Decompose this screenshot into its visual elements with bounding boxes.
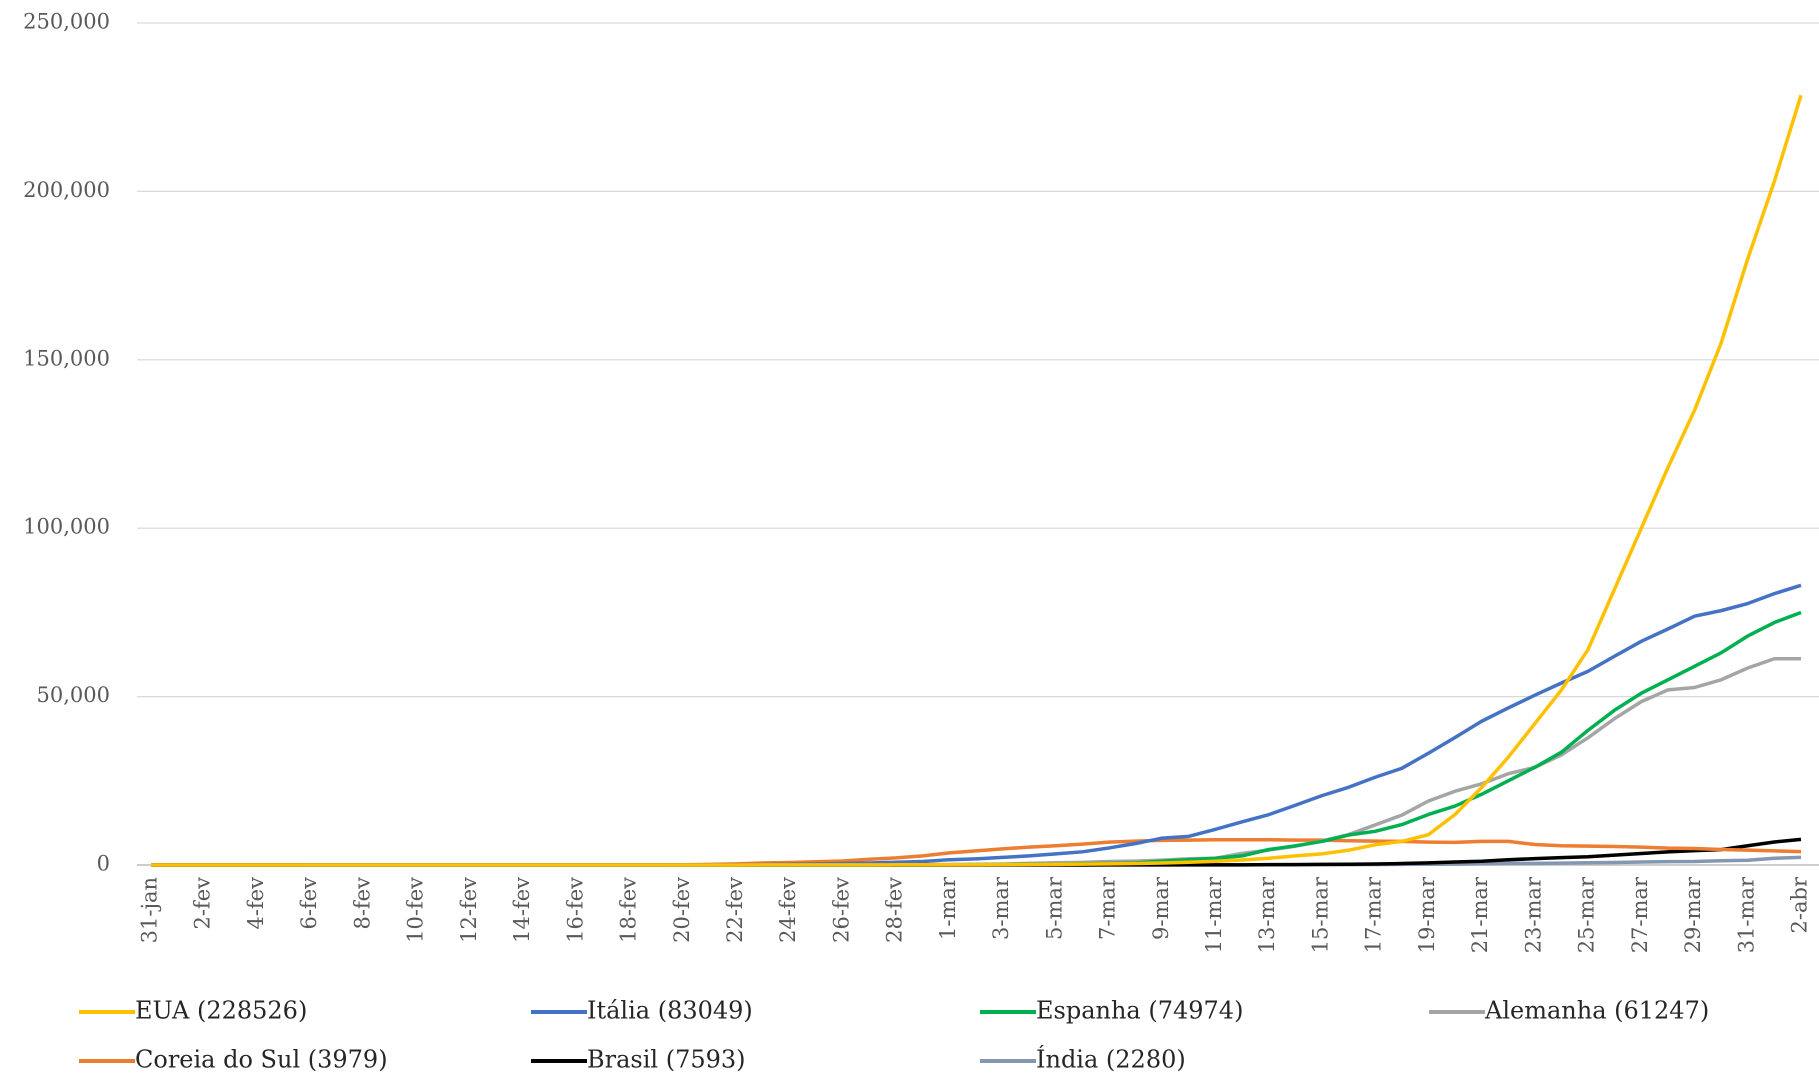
legend-label: Índia (2280) bbox=[1036, 1045, 1186, 1074]
x-tick-label: 26-fev bbox=[829, 877, 853, 943]
x-tick-label: 1-mar bbox=[936, 876, 960, 940]
y-tick-label: 50,000 bbox=[37, 683, 110, 707]
x-tick-label: 12-fev bbox=[457, 877, 481, 943]
legend-label: Itália (83049) bbox=[587, 997, 753, 1025]
legend-item: Itália (83049) bbox=[531, 997, 753, 1025]
series-line bbox=[150, 656, 1801, 867]
x-tick-label: 15-mar bbox=[1308, 876, 1332, 953]
x-tick-label: 3-mar bbox=[989, 876, 1013, 940]
x-tick-label: 31-jan bbox=[138, 877, 162, 943]
x-tick-label: 27-mar bbox=[1628, 876, 1652, 953]
x-tick-label: 16-fev bbox=[563, 877, 587, 943]
x-tick-label: 24-fev bbox=[776, 877, 800, 943]
x-tick-label: 31-mar bbox=[1734, 876, 1758, 953]
legend-label: EUA (228526) bbox=[135, 997, 307, 1025]
legend-item: Coreia do Sul (3979) bbox=[79, 1046, 388, 1074]
x-tick-label: 17-mar bbox=[1362, 876, 1386, 953]
x-tick-label: 25-mar bbox=[1575, 876, 1599, 953]
legend-item: Índia (2280) bbox=[980, 1045, 1186, 1074]
legend-item: Espanha (74974) bbox=[980, 997, 1243, 1025]
x-tick-label: 5-mar bbox=[1042, 876, 1066, 940]
y-tick-label: 150,000 bbox=[23, 346, 110, 370]
x-tick-label: 13-mar bbox=[1255, 876, 1279, 953]
x-tick-label: 28-fev bbox=[883, 877, 907, 943]
legend-item: Brasil (7593) bbox=[531, 1046, 746, 1074]
x-tick-label: 14-fev bbox=[510, 877, 534, 943]
legend-label: Brasil (7593) bbox=[587, 1046, 746, 1074]
x-tick-label: 6-fev bbox=[297, 877, 321, 930]
y-tick-label: 0 bbox=[97, 852, 110, 876]
x-tick-label: 7-mar bbox=[1096, 876, 1120, 940]
x-tick-label: 29-mar bbox=[1681, 876, 1705, 953]
x-tick-label: 20-fev bbox=[670, 877, 694, 943]
legend-label: Alemanha (61247) bbox=[1484, 997, 1709, 1025]
x-tick-label: 9-mar bbox=[1149, 876, 1173, 940]
y-tick-label: 250,000 bbox=[23, 10, 110, 34]
series-line bbox=[150, 837, 1802, 867]
x-tick-label: 19-mar bbox=[1415, 876, 1439, 953]
x-tick-label: 10-fev bbox=[404, 877, 428, 943]
legend-item: Alemanha (61247) bbox=[1429, 997, 1709, 1025]
legend-item: EUA (228526) bbox=[79, 997, 307, 1025]
y-tick-label: 100,000 bbox=[23, 515, 110, 539]
x-tick-label: 21-mar bbox=[1468, 876, 1492, 953]
series-line bbox=[150, 94, 1803, 867]
series-line bbox=[151, 583, 1802, 867]
x-tick-label: 2-abr bbox=[1788, 876, 1812, 933]
x-tick-label: 8-fev bbox=[350, 877, 374, 930]
series-line bbox=[150, 610, 1802, 867]
x-tick-label: 18-fev bbox=[617, 877, 641, 943]
y-tick-label: 200,000 bbox=[23, 178, 110, 202]
x-tick-label: 4-fev bbox=[244, 877, 268, 930]
x-tick-label: 23-mar bbox=[1521, 876, 1545, 953]
x-tick-label: 11-mar bbox=[1202, 876, 1226, 953]
legend-label: Coreia do Sul (3979) bbox=[135, 1046, 388, 1074]
x-tick-label: 2-fev bbox=[191, 877, 215, 930]
x-tick-label: 22-fev bbox=[723, 877, 747, 943]
legend-label: Espanha (74974) bbox=[1036, 997, 1243, 1025]
